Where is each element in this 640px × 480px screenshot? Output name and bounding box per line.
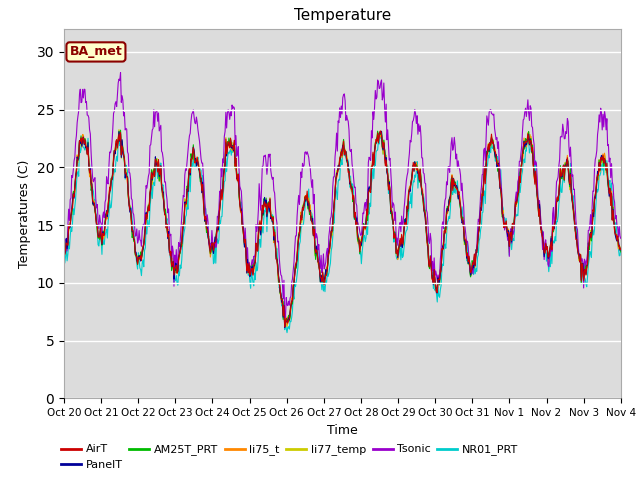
Y-axis label: Temperatures (C): Temperatures (C) [18, 159, 31, 268]
Legend: AirT, PanelT, AM25T_PRT, li75_t, li77_temp, Tsonic, NR01_PRT: AirT, PanelT, AM25T_PRT, li75_t, li77_te… [57, 440, 522, 474]
X-axis label: Time: Time [327, 424, 358, 437]
Text: BA_met: BA_met [70, 46, 122, 59]
Title: Temperature: Temperature [294, 9, 391, 24]
